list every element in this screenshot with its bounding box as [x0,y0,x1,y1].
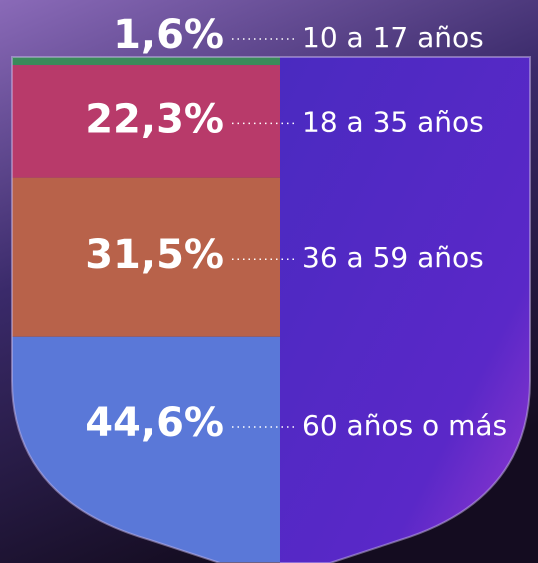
value-label: 22,3% [85,96,224,142]
value-label: 44,6% [85,400,224,446]
segment [12,57,280,66]
value-label: 1,6% [113,12,224,58]
glass-right [280,57,530,563]
value-label: 31,5% [85,232,224,278]
glass [12,57,530,563]
category-label: 36 a 59 años [302,241,484,274]
category-label: 60 años o más [302,409,507,442]
glass-outline [11,56,531,563]
labels: 1,6% 10 a 17 años 22,3% 18 a 35 años 31,5% 36… [85,12,507,446]
category-label: 10 a 17 años [302,21,484,54]
segment [12,177,280,337]
category-label: 18 a 35 años [302,105,484,138]
segment [12,65,280,178]
